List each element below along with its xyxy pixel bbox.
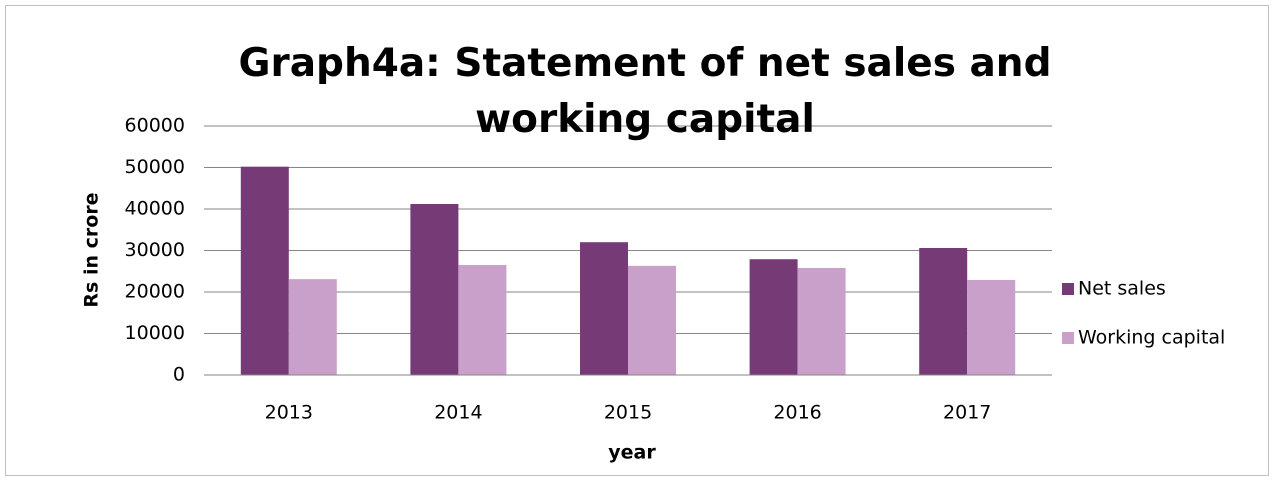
x-axis-label: year (608, 442, 656, 464)
legend-swatch (1062, 283, 1074, 295)
bar (288, 279, 337, 375)
y-axis-label: Rs in crore (81, 192, 103, 307)
x-tick-label: 2013 (265, 402, 313, 424)
y-tick-label: 60000 (125, 115, 185, 137)
y-tick-label: 0 (173, 364, 185, 386)
y-tick-label: 20000 (125, 281, 185, 303)
bar (458, 265, 507, 375)
bar (628, 265, 676, 375)
legend-swatch (1062, 332, 1074, 344)
chart-border (5, 5, 1269, 476)
bar (919, 248, 968, 375)
bar (749, 259, 798, 375)
bar (797, 267, 846, 375)
x-tick-label: 2015 (604, 402, 652, 424)
y-tick-label: 30000 (125, 239, 185, 261)
x-tick-label: 2017 (943, 402, 991, 424)
x-tick-label: 2016 (773, 402, 821, 424)
bar (967, 279, 1016, 375)
y-tick-label: 50000 (125, 156, 185, 178)
legend-label: Working capital (1078, 327, 1225, 349)
chart-title: Graph4a: Statement of net sales and work… (238, 41, 1052, 142)
x-tick-label: 2014 (434, 402, 482, 424)
bar (580, 242, 628, 375)
bar (410, 204, 459, 375)
y-tick-label: 10000 (125, 322, 185, 344)
legend-label: Net sales (1078, 278, 1166, 300)
y-tick-label: 40000 (125, 198, 185, 220)
bar (240, 166, 289, 375)
